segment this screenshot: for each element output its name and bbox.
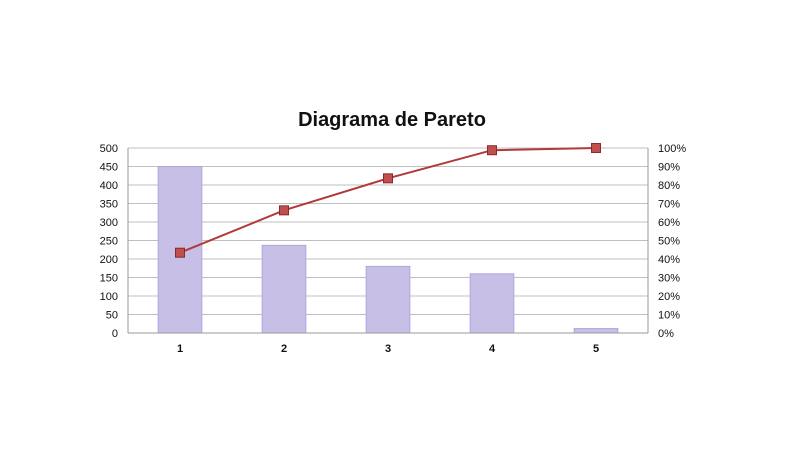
- right-tick-label: 90%: [658, 162, 680, 174]
- category-label: 2: [281, 343, 287, 355]
- left-tick-label: 300: [100, 217, 118, 229]
- left-tick-label: 50: [106, 310, 118, 322]
- line-marker: [175, 247, 185, 258]
- axes: [127, 148, 649, 334]
- left-tick-label: 0: [112, 328, 118, 340]
- line-marker: [591, 143, 601, 153]
- right-tick-label: 40%: [658, 254, 680, 266]
- bar: [365, 265, 411, 334]
- bar-series: [157, 166, 619, 334]
- left-tick-label: 400: [100, 180, 118, 192]
- left-tick-label: 100: [100, 291, 118, 303]
- bar: [261, 244, 307, 334]
- category-label: 3: [385, 343, 391, 355]
- right-tick-label: 70%: [658, 199, 680, 211]
- right-tick-label: 80%: [658, 180, 680, 192]
- right-tick-label: 50%: [658, 236, 680, 248]
- line-marker: [279, 205, 289, 216]
- left-tick-label: 350: [100, 199, 118, 211]
- chart-title: Diagrama de Pareto: [298, 109, 486, 131]
- bar: [469, 273, 515, 334]
- line-marker: [383, 173, 393, 184]
- cumulative-line: [179, 147, 597, 254]
- right-tick-label: 0%: [658, 328, 674, 340]
- line-marker: [487, 145, 497, 156]
- category-label: 5: [593, 343, 599, 355]
- right-axis-ticks: 0% 10% 20% 30% 40% 50% 60% 70% 80% 90% 100%: [658, 143, 686, 340]
- left-tick-label: 500: [100, 143, 118, 155]
- right-tick-label: 10%: [658, 310, 680, 322]
- category-axis-ticks: 1 2 3 4 5: [177, 343, 599, 355]
- bar: [573, 328, 619, 334]
- right-tick-label: 20%: [658, 291, 680, 303]
- left-tick-label: 250: [100, 236, 118, 248]
- category-label: 1: [177, 343, 183, 355]
- cumulative-line-series: [175, 143, 601, 258]
- left-tick-label: 200: [100, 254, 118, 266]
- left-tick-label: 150: [100, 273, 118, 285]
- right-tick-label: 100%: [658, 143, 686, 155]
- left-tick-label: 450: [100, 162, 118, 174]
- category-label: 4: [489, 343, 496, 355]
- right-tick-label: 30%: [658, 273, 680, 285]
- left-axis-ticks: 0 50 100 150 200 250 300 350 400 450 500: [100, 143, 118, 340]
- right-tick-label: 60%: [658, 217, 680, 229]
- gridlines: [128, 147, 648, 334]
